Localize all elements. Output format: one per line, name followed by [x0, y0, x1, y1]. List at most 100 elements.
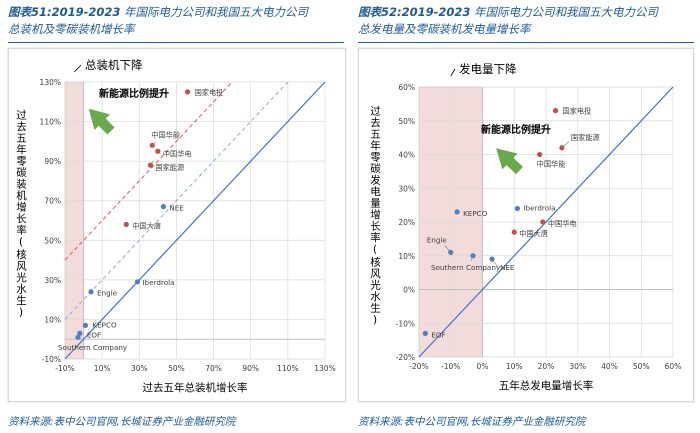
x-axis-label: 过去五年总装机增长率	[143, 381, 248, 394]
data-point-label: KEPCO	[463, 209, 488, 218]
data-point	[88, 289, 94, 295]
y-tick-label: 20%	[398, 218, 415, 227]
annotation-renewable-share: 新能源比例提升	[481, 123, 551, 136]
data-point-label: EOF	[87, 330, 101, 339]
data-point	[511, 229, 517, 235]
x-tick-label: 10%	[94, 364, 111, 373]
y-tick-label: 50%	[398, 117, 415, 126]
data-point	[184, 89, 191, 95]
y-tick-label: 70%	[44, 197, 61, 206]
data-point-label: 国家电投	[195, 88, 224, 97]
figure-51-title-line2: 总装机及零碳装机增长率	[8, 22, 135, 36]
data-point-label: 中国大唐	[519, 229, 548, 238]
data-label-leader	[491, 258, 499, 268]
x-tick-label: 30%	[131, 364, 148, 373]
x-tick-label: 0%	[477, 362, 489, 371]
y-tick-label: 130%	[40, 78, 61, 87]
x-tick-label: 10%	[506, 362, 523, 371]
data-point	[160, 204, 167, 210]
data-point-label: 国家能源	[571, 133, 600, 142]
y-tick-label: 30%	[44, 276, 61, 285]
x-tick-label: 110%	[277, 364, 298, 373]
y-tick-label: 110%	[40, 118, 61, 127]
figure-51-year: 2019-2023	[51, 5, 121, 19]
reference-line-solid	[418, 86, 674, 358]
y-tick-label: -10%	[42, 355, 61, 364]
data-point	[149, 142, 155, 148]
data-label-leader	[561, 141, 570, 148]
renewable-arrow-icon	[88, 108, 115, 135]
source-note-left: 资料来源:表中公司官网,长城证券产业金融研究院	[8, 416, 236, 428]
y-tick-label: 0%	[403, 286, 415, 295]
data-point	[454, 209, 460, 215]
x-axis-label: 五年总发电量增长率	[499, 379, 594, 392]
x-tick-label: 60%	[665, 362, 682, 371]
x-tick-label: 50%	[633, 362, 650, 371]
x-tick-label: -10%	[441, 362, 460, 371]
chart-panel-generation: -20% -10% 0% 10% 20% 30% 40% 50% 60% -20% -10% 0% 10…	[358, 48, 694, 402]
data-label-leader	[150, 160, 154, 166]
data-point-label: EOF	[431, 330, 445, 339]
data-point	[470, 253, 476, 259]
data-point-label: 国家能源	[155, 163, 184, 172]
y-tick-label: 10%	[398, 252, 415, 261]
source-note-right: 资料来源:表中公司官网,长城证券产业金融研究院	[358, 416, 586, 428]
figure-51-title-line1: 年国际电力公司和我国五大电力公司	[120, 5, 309, 19]
data-point	[147, 162, 154, 168]
data-point-label: Southern Company	[58, 343, 128, 352]
annotation-renewable-share: 新能源比例提升	[99, 87, 169, 100]
data-point	[537, 151, 543, 158]
x-tick-label: 50%	[168, 364, 185, 373]
data-point	[75, 334, 81, 340]
renewable-arrow-icon	[496, 148, 523, 175]
figure-52-title-line1: 年国际电力公司和我国五大电力公司	[470, 5, 659, 19]
decline-shaded-region	[64, 81, 84, 360]
annotation-decline-leader	[450, 68, 456, 77]
figure-51-title-rule	[8, 42, 344, 43]
data-point-label: Iberdrola	[142, 278, 174, 287]
figure-51-title: 图表51:2019-2023 年国际电力公司和我国五大电力公司 总装机及零碳装机…	[8, 4, 353, 38]
y-axis-label: 过去五年零碳发电量增长率(核风光水生)	[369, 104, 381, 326]
data-point-label: Engie	[97, 289, 118, 298]
data-point	[155, 148, 161, 154]
figure-52-number: 图表52:	[358, 5, 402, 19]
data-point-label: Iberdrola	[523, 204, 555, 213]
data-point-label: 中国华能	[537, 160, 566, 169]
generation-growth-scatter-chart: -20% -10% 0% 10% 20% 30% 40% 50% 60% -20% -10% 0% 10…	[369, 62, 682, 392]
y-tick-label: -10%	[396, 319, 415, 328]
data-label-leader	[152, 142, 157, 146]
chart-panel-capacity: -10% 10% 30% 50% 70% 90% 110% 130% -10% 10% 30% 50%…	[8, 48, 346, 402]
data-point	[123, 221, 129, 228]
capacity-growth-scatter-chart: -10% 10% 30% 50% 70% 90% 110% 130% -10% 10% 30% 50%…	[15, 58, 336, 394]
data-point-label: 中国华电	[163, 149, 192, 158]
x-tick-label: 70%	[205, 364, 222, 373]
x-tick-label: 90%	[242, 364, 259, 373]
annotation-decline: 总装机下降	[85, 58, 143, 72]
data-point-label: 中国华电	[548, 219, 577, 228]
data-point-label: NEE	[169, 204, 184, 213]
x-tick-label: -10%	[55, 364, 74, 373]
data-point-label: Southern Company	[431, 263, 501, 272]
data-label-leader	[470, 255, 474, 261]
data-label-leader	[444, 245, 451, 253]
data-point-label: 中国华能	[151, 130, 180, 139]
data-point	[540, 219, 546, 225]
data-point-label: Engie	[427, 235, 448, 244]
x-tick-label: 130%	[314, 364, 335, 373]
figure-52-title-line2: 总发电量及零碳装机发电量增长率	[358, 22, 531, 36]
annotation-decline-leader	[73, 64, 82, 73]
data-point	[422, 330, 428, 336]
data-point	[77, 330, 83, 336]
y-tick-label: 40%	[398, 151, 415, 160]
reference-line-solid	[64, 81, 326, 360]
figure-51-number: 图表51:	[8, 5, 52, 19]
x-tick-label: 40%	[601, 362, 618, 371]
figure-52-title-rule	[358, 42, 694, 43]
y-axis-label: 过去五年零碳装机增长率(核风光水生)	[15, 109, 27, 320]
reference-line-dashed-blue	[64, 81, 289, 320]
y-tick-label: 30%	[398, 184, 415, 193]
annotation-decline: 发电量下降	[459, 62, 517, 76]
y-tick-label: -20%	[396, 353, 415, 362]
data-point	[134, 279, 141, 285]
data-point-label: 中国大唐	[132, 221, 161, 230]
